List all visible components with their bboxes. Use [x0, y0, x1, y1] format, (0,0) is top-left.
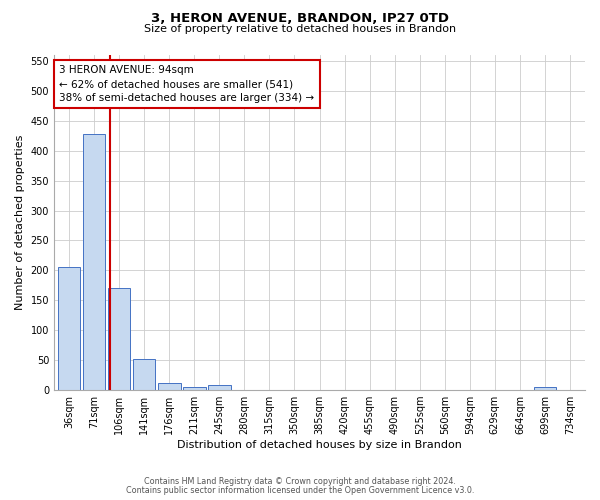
Bar [533, 387, 556, 390]
Bar [158, 383, 181, 390]
Bar [83, 134, 106, 390]
Text: Size of property relative to detached houses in Brandon: Size of property relative to detached ho… [144, 24, 456, 34]
Text: Contains public sector information licensed under the Open Government Licence v3: Contains public sector information licen… [126, 486, 474, 495]
Bar [58, 268, 80, 390]
Bar [133, 359, 155, 390]
Bar [183, 387, 206, 390]
X-axis label: Distribution of detached houses by size in Brandon: Distribution of detached houses by size … [177, 440, 462, 450]
Text: 3 HERON AVENUE: 94sqm
← 62% of detached houses are smaller (541)
38% of semi-det: 3 HERON AVENUE: 94sqm ← 62% of detached … [59, 65, 314, 103]
Text: 3, HERON AVENUE, BRANDON, IP27 0TD: 3, HERON AVENUE, BRANDON, IP27 0TD [151, 12, 449, 26]
Text: Contains HM Land Registry data © Crown copyright and database right 2024.: Contains HM Land Registry data © Crown c… [144, 477, 456, 486]
Y-axis label: Number of detached properties: Number of detached properties [15, 135, 25, 310]
Bar [208, 386, 230, 390]
Bar [108, 288, 130, 390]
